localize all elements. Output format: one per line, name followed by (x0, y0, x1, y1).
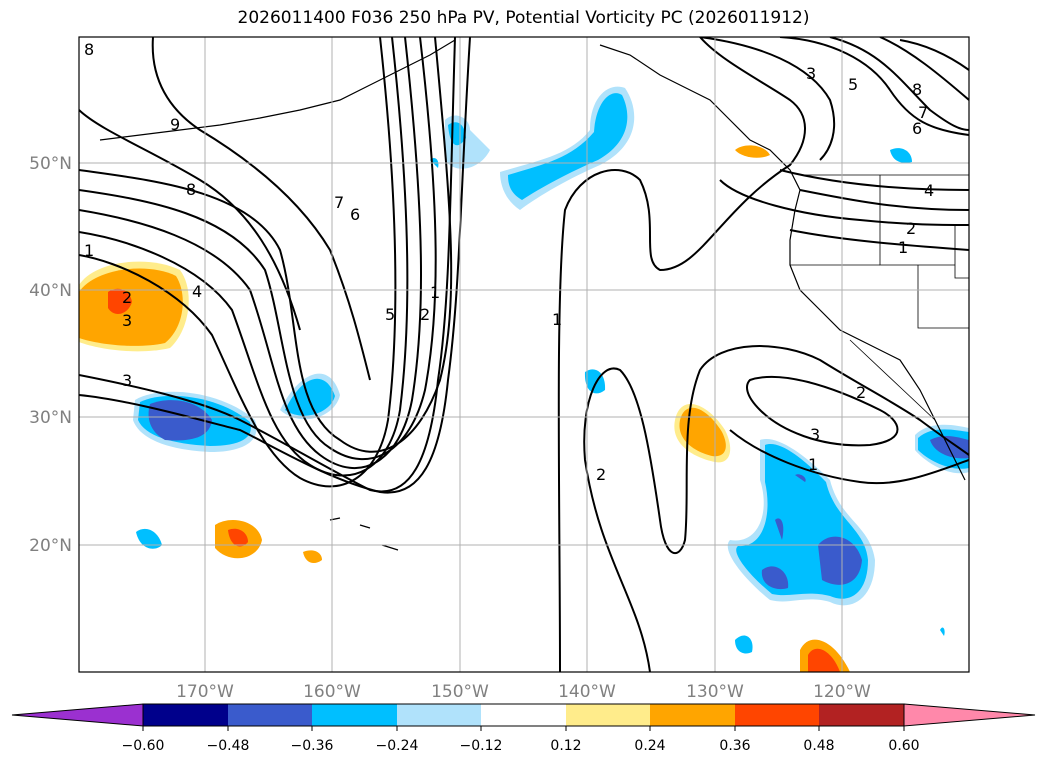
contour-label: 4 (924, 181, 934, 200)
contour-label: 6 (350, 205, 360, 224)
colorbar-tick-label: 0.60 (888, 738, 919, 754)
lat-label: 30°N (29, 408, 72, 428)
colorbar-tick-label: −0.48 (207, 738, 250, 754)
contour-label: 1 (898, 238, 908, 257)
contour-label: 1 (430, 283, 440, 302)
contour-label: 1 (552, 310, 562, 329)
colorbar-tick-label: 0.12 (550, 738, 581, 754)
colorbar-segment (566, 704, 650, 726)
coastlines (99, 39, 966, 551)
colorbar-segment (397, 704, 481, 726)
colorbar-tick-label: −0.60 (122, 738, 165, 754)
contour-label: 3 (122, 371, 132, 390)
lat-label: 50°N (29, 154, 72, 174)
lat-label: 40°N (29, 281, 72, 301)
colorbar-tick-label: 0.24 (634, 738, 665, 754)
contour-label: 8 (912, 80, 922, 99)
latitude-labels: 50°N 40°N 30°N 20°N (29, 154, 72, 556)
contour-label: 5 (385, 305, 395, 324)
political-borders (790, 174, 969, 421)
colorbar-tick-label: −0.36 (291, 738, 334, 754)
contour-label: 6 (912, 119, 922, 138)
colorbar-tick-label: −0.12 (460, 738, 503, 754)
lon-label: 150°W (431, 682, 489, 702)
contour-label: 3 (806, 64, 816, 83)
contour-label: 5 (848, 75, 858, 94)
colorbar-segment (143, 704, 228, 726)
gridlines (79, 37, 969, 672)
colorbar-segment (819, 704, 904, 726)
longitude-labels: 170°W 160°W 150°W 140°W 130°W 120°W (176, 682, 871, 702)
contour-labels: 8 9 8 7 6 1 2 5 4 3 2 1 3 1 2 3 5 8 7 6 … (84, 40, 934, 484)
lon-label: 140°W (558, 682, 616, 702)
contour-label: 2 (122, 288, 132, 307)
contour-label: 1 (808, 455, 818, 474)
contour-label: 9 (170, 115, 180, 134)
map-title: 2026011400 F036 250 hPa PV, Potential Vo… (237, 8, 810, 28)
colorbar-segment (481, 704, 566, 726)
contour-label: 2 (856, 383, 866, 402)
colorbar-segment (735, 704, 819, 726)
colorbar-extend-left (11, 703, 144, 727)
colorbar-tick-label: 0.36 (719, 738, 750, 754)
colorbar: −0.60 −0.48 −0.36 −0.24 −0.12 0.12 0.24 … (11, 703, 1036, 754)
colorbar-tick-label: −0.24 (376, 738, 419, 754)
colorbar-extend-right (903, 703, 1036, 727)
contour-label: 2 (906, 219, 916, 238)
contour-label: 8 (84, 40, 94, 59)
contour-label: 8 (186, 180, 196, 199)
contour-label: 7 (334, 193, 344, 212)
contour-label: 4 (192, 282, 202, 301)
lon-label: 160°W (303, 682, 361, 702)
contour-label: 3 (810, 425, 820, 444)
contour-label: 2 (596, 465, 606, 484)
contour-label: 1 (84, 241, 94, 260)
shaded-regions (79, 86, 969, 672)
contour-label: 2 (420, 305, 430, 324)
colorbar-segment (650, 704, 735, 726)
lon-label: 120°W (813, 682, 871, 702)
lon-label: 170°W (176, 682, 234, 702)
map-frame (78, 36, 970, 673)
pv-contours (79, 37, 969, 672)
lat-label: 20°N (29, 536, 72, 556)
lon-label: 130°W (686, 682, 744, 702)
colorbar-tick-label: 0.48 (803, 738, 834, 754)
colorbar-segment (312, 704, 397, 726)
colorbar-segment (228, 704, 312, 726)
contour-label: 3 (122, 311, 132, 330)
contour-label: 7 (918, 103, 928, 122)
